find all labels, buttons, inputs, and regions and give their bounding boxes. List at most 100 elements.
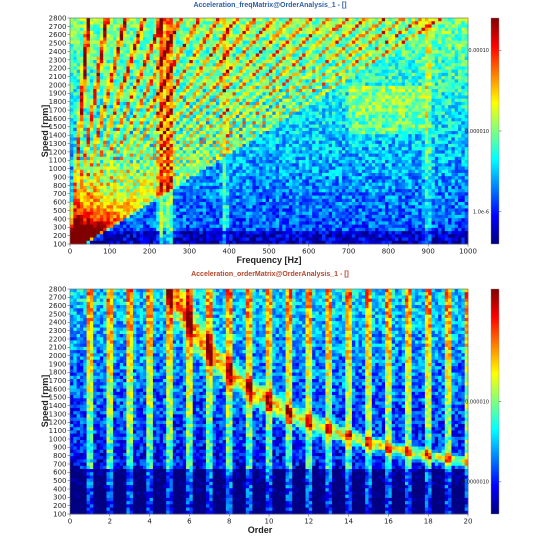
heat-cell bbox=[369, 47, 373, 51]
heat-cell bbox=[332, 105, 336, 109]
heat-cell bbox=[106, 134, 110, 138]
heat-cell bbox=[325, 70, 329, 74]
heat-cell bbox=[216, 60, 220, 64]
heat-cell bbox=[116, 83, 120, 87]
heat-cell bbox=[402, 47, 406, 51]
heat-cell bbox=[146, 54, 150, 58]
heat-cell bbox=[286, 76, 290, 80]
heat-cell bbox=[77, 79, 81, 83]
heat-cell bbox=[432, 73, 436, 77]
heat-cell bbox=[415, 50, 419, 54]
heat-cell bbox=[375, 92, 379, 96]
heat-cell bbox=[100, 44, 104, 48]
heat-cell bbox=[259, 147, 263, 151]
heat-cell bbox=[259, 50, 263, 54]
heat-cell bbox=[100, 28, 104, 32]
heat-cell bbox=[422, 31, 426, 35]
heat-cell bbox=[458, 144, 462, 148]
heat-cell bbox=[229, 70, 233, 74]
heat-cell bbox=[242, 79, 246, 83]
heat-cell bbox=[223, 83, 227, 87]
heat-cell bbox=[289, 92, 293, 96]
heat-cell bbox=[378, 60, 382, 64]
heat-cell bbox=[226, 79, 230, 83]
heat-cell bbox=[226, 99, 230, 103]
heat-cell bbox=[359, 18, 363, 22]
heat-cell bbox=[219, 54, 223, 58]
heat-cell bbox=[120, 86, 124, 90]
heat-cell bbox=[130, 50, 134, 54]
heat-cell bbox=[103, 73, 107, 77]
heat-cell bbox=[183, 131, 187, 135]
heat-cell bbox=[93, 31, 97, 35]
heat-cell bbox=[116, 57, 120, 61]
heat-cell bbox=[239, 21, 243, 25]
heat-cell bbox=[146, 28, 150, 32]
heat-cell bbox=[312, 141, 316, 145]
heat-cell bbox=[179, 44, 183, 48]
heat-cell bbox=[120, 92, 124, 96]
heat-cell bbox=[140, 28, 144, 32]
heat-cell bbox=[209, 28, 213, 32]
heat-cell bbox=[335, 102, 339, 106]
heat-cell bbox=[296, 128, 300, 132]
heat-cell bbox=[259, 141, 263, 145]
heat-cell bbox=[226, 86, 230, 90]
heat-cell bbox=[375, 112, 379, 116]
heat-cell bbox=[233, 47, 237, 51]
heat-cell bbox=[163, 70, 167, 74]
heat-cell bbox=[103, 128, 107, 132]
heat-cell bbox=[392, 70, 396, 74]
heat-cell bbox=[359, 99, 363, 103]
heat-cell bbox=[123, 60, 127, 64]
heat-cell bbox=[242, 31, 246, 35]
heat-cell bbox=[276, 83, 280, 87]
heat-cell bbox=[276, 137, 280, 141]
heat-cell bbox=[418, 125, 422, 129]
heat-cell bbox=[126, 66, 130, 70]
heat-cell bbox=[395, 34, 399, 38]
heat-cell bbox=[451, 99, 455, 103]
heat-cell bbox=[402, 128, 406, 132]
heat-cell bbox=[385, 79, 389, 83]
heat-cell bbox=[120, 37, 124, 41]
heat-cell bbox=[432, 125, 436, 129]
heat-cell bbox=[113, 60, 117, 64]
heat-cell bbox=[186, 41, 190, 45]
heat-cell bbox=[302, 79, 306, 83]
heat-cell bbox=[123, 89, 127, 93]
heat-cell bbox=[282, 76, 286, 80]
heat-cell bbox=[199, 115, 203, 119]
heat-cell bbox=[322, 50, 326, 54]
heat-cell bbox=[206, 21, 210, 25]
heat-cell bbox=[365, 99, 369, 103]
heat-cell bbox=[372, 115, 376, 119]
heat-cell bbox=[233, 144, 237, 148]
heat-cell bbox=[272, 131, 276, 135]
heat-cell bbox=[382, 102, 386, 106]
heat-cell bbox=[170, 115, 174, 119]
heat-cell bbox=[100, 125, 104, 129]
heat-cell bbox=[418, 115, 422, 119]
heat-cell bbox=[110, 21, 114, 25]
heat-cell bbox=[87, 60, 91, 64]
heat-cell bbox=[286, 115, 290, 119]
heat-cell bbox=[309, 66, 313, 70]
heat-cell bbox=[73, 70, 77, 74]
heat-cell bbox=[378, 50, 382, 54]
heat-cell bbox=[329, 83, 333, 87]
heat-cell bbox=[133, 125, 137, 129]
heat-cell bbox=[83, 63, 87, 67]
heat-cell bbox=[286, 50, 290, 54]
heat-cell bbox=[186, 150, 190, 154]
heat-cell bbox=[325, 60, 329, 64]
heat-cell bbox=[455, 121, 459, 125]
heat-cell bbox=[110, 60, 114, 64]
heat-cell bbox=[382, 44, 386, 48]
heat-cell bbox=[73, 86, 77, 90]
heat-cell bbox=[455, 60, 459, 64]
heat-cell bbox=[116, 63, 120, 67]
heat-cell bbox=[143, 134, 147, 138]
heat-cell bbox=[97, 115, 101, 119]
heat-cell bbox=[140, 60, 144, 64]
